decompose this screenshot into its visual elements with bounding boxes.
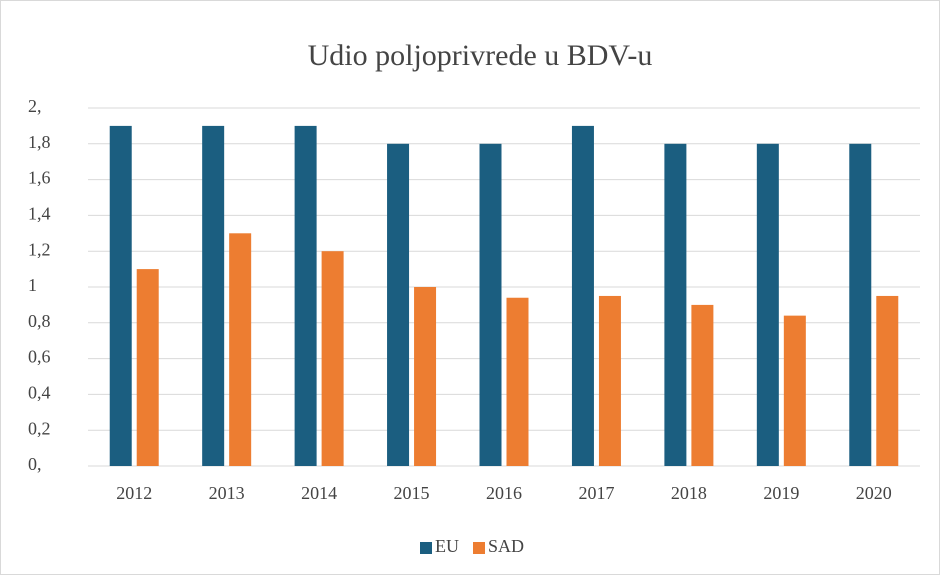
y-tick-label: 1,2	[28, 239, 51, 259]
x-tick-label: 2016	[486, 483, 522, 503]
bar	[571, 125, 594, 467]
bar	[294, 125, 317, 467]
x-tick-label: 2013	[209, 483, 245, 503]
x-tick-label: 2012	[116, 483, 152, 503]
y-tick-label: 0,4	[28, 383, 51, 403]
y-tick-label: 0,	[28, 454, 42, 474]
x-tick-label: 2020	[856, 483, 892, 503]
y-tick-label: 1,8	[28, 132, 51, 152]
legend-label: EU	[435, 536, 459, 556]
y-tick-label: 1	[28, 275, 37, 295]
legend-swatch	[420, 542, 432, 554]
x-tick-label: 2017	[578, 483, 614, 503]
legend-swatch	[473, 542, 485, 554]
bar	[664, 143, 687, 467]
bar	[849, 143, 872, 467]
y-tick-label: 2,	[28, 96, 42, 116]
y-tick-label: 1,6	[28, 168, 51, 188]
y-tick-label: 1,4	[28, 204, 51, 224]
bar	[321, 251, 344, 466]
bar	[876, 295, 899, 466]
x-tick-label: 2015	[394, 483, 430, 503]
chart-title: Udio poljoprivrede u BDV-u	[308, 39, 653, 72]
bar	[414, 287, 437, 466]
bar	[387, 143, 410, 467]
bar	[598, 295, 621, 466]
x-tick-label: 2019	[763, 483, 799, 503]
bar	[506, 297, 529, 466]
bar	[691, 304, 714, 466]
bar	[202, 125, 225, 467]
bar	[229, 233, 252, 466]
y-tick-label: 0,8	[28, 311, 51, 331]
bar	[479, 143, 502, 467]
bar	[756, 143, 779, 467]
bar	[136, 269, 159, 466]
y-tick-label: 0,2	[28, 418, 51, 438]
x-tick-label: 2018	[671, 483, 707, 503]
bar	[783, 315, 806, 466]
y-tick-label: 0,6	[28, 347, 51, 367]
legend-label: SAD	[488, 536, 524, 556]
x-tick-label: 2014	[301, 483, 337, 503]
bar	[109, 125, 132, 467]
